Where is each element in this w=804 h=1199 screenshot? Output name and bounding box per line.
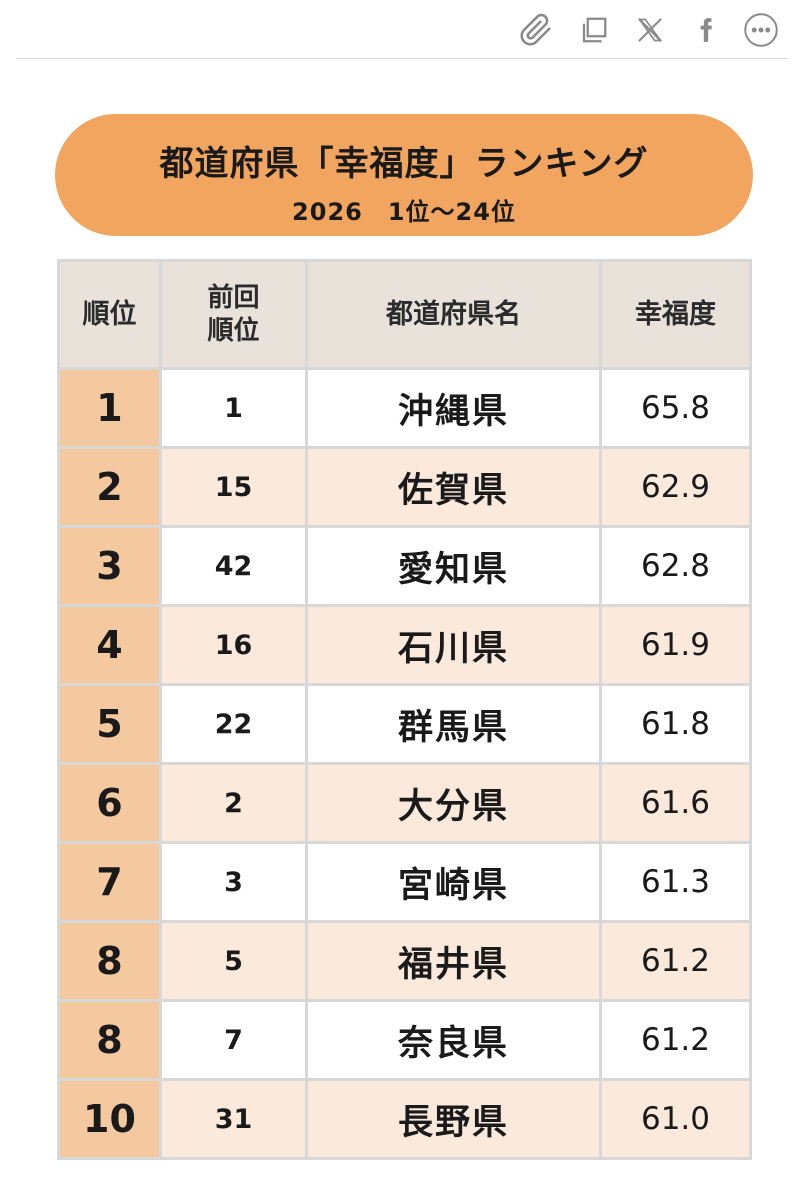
table-row: 5 22 群馬県 61.8 <box>57 683 752 765</box>
header-happiness-score: 幸福度 <box>599 259 752 370</box>
table-row: 2 15 佐賀県 62.9 <box>57 446 752 528</box>
prefecture-name-cell: 奈良県 <box>305 999 602 1081</box>
score-cell: 61.6 <box>599 762 752 844</box>
rank-cell: 1 <box>57 367 162 449</box>
prev-rank-cell: 22 <box>159 683 308 765</box>
table-row: 4 16 石川県 61.9 <box>57 604 752 686</box>
table-row: 3 42 愛知県 62.8 <box>57 525 752 607</box>
ranking-banner: 都道府県「幸福度」ランキング 2026 1位～24位 <box>55 114 753 236</box>
table-row: 8 7 奈良県 61.2 <box>57 999 752 1081</box>
table-row: 7 3 宮崎県 61.3 <box>57 841 752 923</box>
prev-rank-cell: 5 <box>159 920 308 1002</box>
score-cell: 61.0 <box>599 1078 752 1160</box>
prev-rank-cell: 3 <box>159 841 308 923</box>
prev-rank-cell: 7 <box>159 999 308 1081</box>
prefecture-name-cell: 沖縄県 <box>305 367 602 449</box>
table-header-row: 順位 前回 順位 都道府県名 幸福度 <box>57 259 752 370</box>
prev-rank-cell: 31 <box>159 1078 308 1160</box>
prefecture-name-cell: 石川県 <box>305 604 602 686</box>
prev-rank-cell: 15 <box>159 446 308 528</box>
score-cell: 62.8 <box>599 525 752 607</box>
paperclip-icon[interactable] <box>516 10 556 50</box>
score-cell: 61.9 <box>599 604 752 686</box>
table-row: 8 5 福井県 61.2 <box>57 920 752 1002</box>
score-cell: 61.2 <box>599 920 752 1002</box>
score-cell: 62.9 <box>599 446 752 528</box>
rank-cell: 10 <box>57 1078 162 1160</box>
header-rank: 順位 <box>57 259 162 370</box>
banner-title: 都道府県「幸福度」ランキング <box>159 144 649 184</box>
more-icon[interactable] <box>741 10 781 50</box>
rank-cell: 3 <box>57 525 162 607</box>
facebook-icon[interactable] <box>686 10 726 50</box>
table-row: 10 31 長野県 61.0 <box>57 1078 752 1160</box>
score-cell: 61.3 <box>599 841 752 923</box>
rank-cell: 5 <box>57 683 162 765</box>
rank-cell: 2 <box>57 446 162 528</box>
table-row: 1 1 沖縄県 65.8 <box>57 367 752 449</box>
ranking-table: 順位 前回 順位 都道府県名 幸福度 1 1 沖縄県 65.8 2 15 佐賀県… <box>57 259 752 1160</box>
header-prev-rank-line2: 順位 <box>207 315 260 346</box>
header-prev-rank-line1: 前回 <box>207 283 260 313</box>
prev-rank-cell: 42 <box>159 525 308 607</box>
prefecture-name-cell: 長野県 <box>305 1078 602 1160</box>
prefecture-name-cell: 愛知県 <box>305 525 602 607</box>
prev-rank-cell: 16 <box>159 604 308 686</box>
x-logo-icon[interactable] <box>630 10 670 50</box>
rank-cell: 7 <box>57 841 162 923</box>
rank-cell: 8 <box>57 920 162 1002</box>
score-cell: 61.2 <box>599 999 752 1081</box>
table-row: 6 2 大分県 61.6 <box>57 762 752 844</box>
score-cell: 65.8 <box>599 367 752 449</box>
prev-rank-cell: 2 <box>159 762 308 844</box>
score-cell: 61.8 <box>599 683 752 765</box>
prefecture-name-cell: 群馬県 <box>305 683 602 765</box>
rank-cell: 6 <box>57 762 162 844</box>
prefecture-name-cell: 佐賀県 <box>305 446 602 528</box>
rank-cell: 4 <box>57 604 162 686</box>
share-toolbar <box>0 0 804 59</box>
prefecture-name-cell: 宮崎県 <box>305 841 602 923</box>
rank-cell: 8 <box>57 999 162 1081</box>
header-prefecture-name: 都道府県名 <box>305 259 602 370</box>
copy-icon[interactable] <box>574 10 614 50</box>
banner-subtitle: 2026 1位～24位 <box>292 198 516 226</box>
prefecture-name-cell: 大分県 <box>305 762 602 844</box>
toolbar-divider <box>16 58 788 59</box>
prefecture-name-cell: 福井県 <box>305 920 602 1002</box>
header-prev-rank: 前回 順位 <box>159 259 308 370</box>
prev-rank-cell: 1 <box>159 367 308 449</box>
